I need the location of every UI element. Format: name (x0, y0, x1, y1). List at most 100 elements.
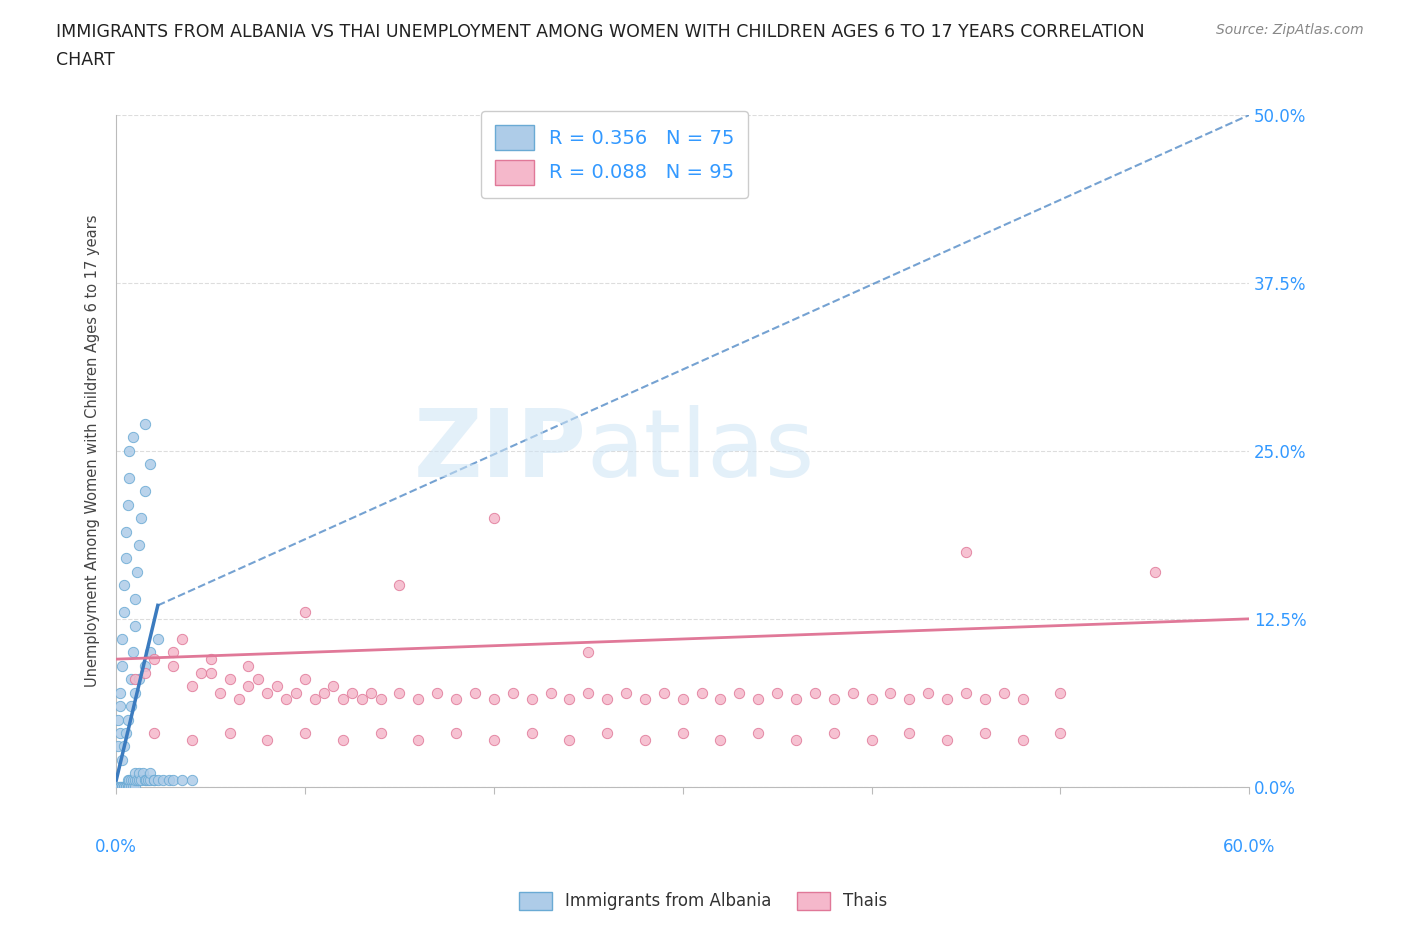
Point (342, 685, 364, 700)
Point (238, 658, 260, 673)
Point (785, 732, 807, 747)
Point (747, 692, 769, 707)
Point (107, 779, 129, 794)
Point (111, 631, 134, 646)
Point (444, 692, 467, 707)
Point (124, 766, 146, 781)
Point (690, 685, 713, 700)
Point (482, 732, 505, 747)
Point (200, 652, 222, 667)
Point (917, 685, 939, 700)
Point (112, 604, 135, 619)
Point (672, 692, 695, 707)
Point (276, 692, 298, 707)
Point (112, 779, 135, 794)
Point (139, 773, 162, 788)
Point (125, 773, 148, 788)
Point (993, 685, 1015, 700)
Point (117, 773, 139, 788)
Point (785, 692, 807, 707)
Point (180, 679, 202, 694)
Point (823, 725, 845, 740)
Point (209, 685, 232, 700)
Point (120, 779, 142, 794)
Point (350, 692, 373, 707)
Point (332, 732, 354, 747)
Point (540, 685, 562, 700)
Point (218, 671, 240, 686)
Point (107, 739, 129, 754)
Point (180, 732, 202, 747)
Point (558, 692, 581, 707)
Point (426, 685, 449, 700)
Text: Source: ZipAtlas.com: Source: ZipAtlas.com (1216, 23, 1364, 37)
Point (973, 725, 995, 740)
Point (114, 779, 136, 794)
Point (107, 712, 129, 727)
Point (238, 679, 260, 694)
Point (652, 685, 675, 700)
Point (180, 773, 202, 788)
Point (256, 732, 278, 747)
Point (879, 685, 901, 700)
Point (502, 685, 524, 700)
Point (246, 671, 269, 686)
Point (118, 773, 141, 788)
Point (134, 484, 156, 498)
Point (134, 665, 156, 680)
Point (117, 779, 139, 794)
Point (108, 725, 131, 740)
Point (370, 692, 392, 707)
Point (200, 665, 222, 680)
Point (464, 685, 486, 700)
Point (841, 685, 863, 700)
Point (114, 551, 136, 565)
Point (135, 773, 157, 788)
Point (139, 766, 162, 781)
Point (898, 725, 921, 740)
Point (111, 779, 134, 794)
Point (955, 685, 977, 700)
Point (114, 525, 136, 539)
Point (936, 732, 959, 747)
Point (134, 773, 156, 788)
Point (218, 725, 240, 740)
Point (804, 685, 827, 700)
Point (482, 511, 505, 525)
Point (228, 692, 250, 707)
Point (728, 685, 751, 700)
Point (120, 698, 142, 713)
Point (294, 604, 316, 619)
Point (120, 671, 142, 686)
Point (124, 685, 146, 700)
Point (266, 679, 288, 694)
Point (860, 692, 883, 707)
Point (143, 773, 166, 788)
Point (709, 692, 731, 707)
Text: IMMIGRANTS FROM ALBANIA VS THAI UNEMPLOYMENT AMONG WOMEN WITH CHILDREN AGES 6 TO: IMMIGRANTS FROM ALBANIA VS THAI UNEMPLOY… (56, 23, 1144, 41)
Point (936, 692, 959, 707)
Point (614, 685, 637, 700)
Point (634, 732, 657, 747)
Y-axis label: Unemployment Among Women with Children Ages 6 to 17 years: Unemployment Among Women with Children A… (86, 215, 100, 687)
Point (111, 779, 134, 794)
Point (1049, 685, 1071, 700)
Point (117, 498, 139, 512)
Point (131, 766, 153, 781)
Point (134, 658, 156, 673)
Point (408, 692, 430, 707)
Point (108, 779, 131, 794)
Point (122, 779, 145, 794)
Point (124, 618, 146, 633)
Point (558, 732, 581, 747)
Point (112, 578, 135, 592)
Text: CHART: CHART (56, 51, 115, 69)
Point (114, 779, 136, 794)
Point (118, 444, 141, 458)
Point (444, 725, 467, 740)
Point (146, 773, 169, 788)
Point (388, 578, 411, 592)
Point (152, 773, 174, 788)
Point (284, 685, 307, 700)
Point (576, 645, 599, 660)
